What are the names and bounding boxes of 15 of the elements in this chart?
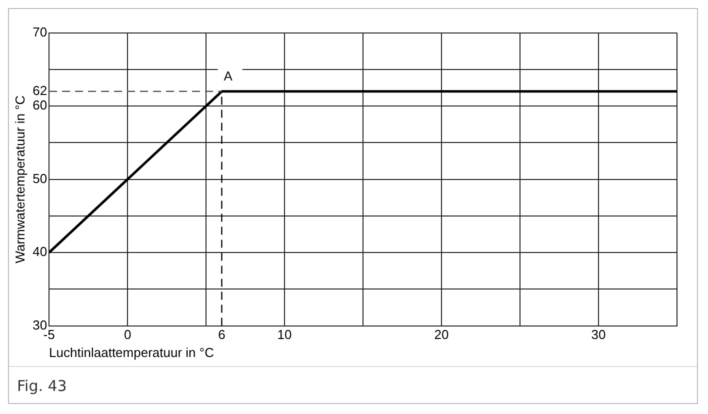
x-tick-label: 0 [124,327,132,342]
y-tick-label: 30 [32,317,48,332]
x-tick-label: 20 [434,327,449,342]
y-tick-label: 40 [32,244,48,260]
annotation: A [224,68,233,84]
x-tick-label: 6 [218,327,226,342]
y-tick-label: 60 [32,98,48,113]
y-tick-label: 70 [32,24,48,40]
caption: Fig. 43 [17,377,67,395]
y-axis-title: Warmwatertemperatuur in °C [12,95,28,264]
y-tick-label: 62 [32,82,48,98]
y-tick-label: 50 [32,170,48,186]
x-tick-label: 10 [277,327,292,342]
x-axis-title: Luchtinlaattemperatuur in °C [49,344,214,360]
x-tick-label: 30 [591,327,606,342]
